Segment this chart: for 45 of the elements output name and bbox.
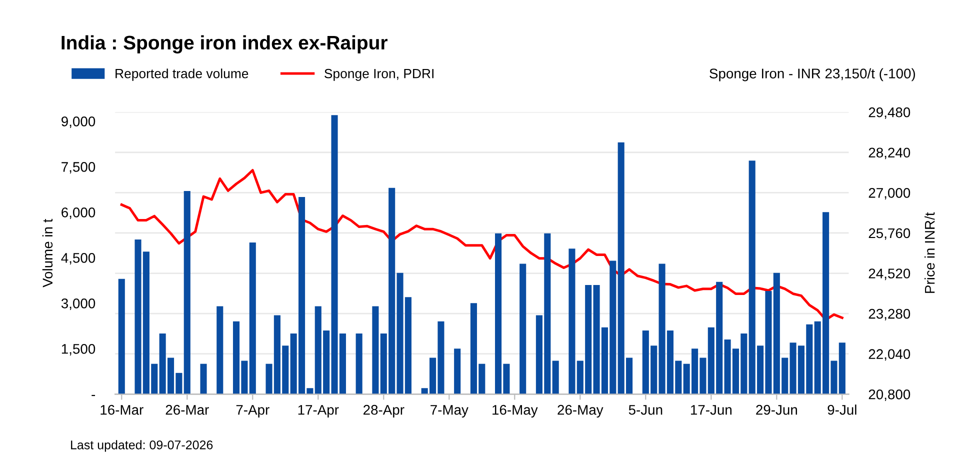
y-tick-label: 4,500 [61,253,96,264]
bar [454,348,461,394]
y2-tick-label: 28,240 [868,148,910,160]
x-tick-label: 28-Apr [364,404,404,418]
x-tick-label: 17-Jun [690,405,732,415]
x-tick-label: 17-Apr [298,405,339,418]
legend-label: Reported trade volume [116,68,248,81]
x-tick-label: 26-May [558,404,604,418]
y-tick-label: 1,500 [62,344,96,356]
y2-tick-label: 20,800 [868,389,910,401]
y2-tick-label: 22,040 [868,349,910,361]
bar [216,306,224,394]
bar [356,333,362,394]
y-tick-label: - [92,394,96,396]
text: Last updated: 09-07-2026 [71,440,213,452]
legend-label: Sponge Iron, PDRI [324,68,434,81]
y2-axis-title: Price in INR/t [924,212,935,293]
bar [520,264,526,394]
text: Sponge Iron - INR 23,150/t (-100) [710,68,915,82]
y-tick-label: 3,000 [61,298,96,310]
bar [118,278,125,394]
bar [184,190,190,394]
x-tick-label: 7-May [430,405,468,418]
y-axis-title: Volume in t [42,218,53,288]
y-tick-label: 9,000 [62,116,96,128]
chart-title: India : Sponge iron index ex-Raipur [62,35,388,54]
bar [249,242,256,394]
y-tick-label: 6,000 [62,208,96,219]
y2-tick-label: 29,480 [868,107,910,119]
x-tick-label: 7-Apr [236,405,270,418]
bar [568,248,576,394]
x-tick-label: 16-May [492,404,538,418]
y-tick-label: 7,500 [62,162,96,174]
y2-tick-label: 27,000 [868,188,910,200]
x-tick-label: 9-Jul [828,404,856,415]
y2-tick-label: 25,760 [868,228,910,240]
bar [372,306,379,394]
x-tick-label: 16-Mar [100,404,144,415]
y2-tick-label: 23,280 [868,308,910,320]
bar [200,364,207,394]
x-tick-label: 26-Mar [166,404,209,415]
x-tick-label: 5-Jun [628,405,662,415]
bar [552,360,559,394]
y2-tick-label: 24,520 [868,268,910,280]
x-tick-label: 29-Jun [756,404,797,415]
